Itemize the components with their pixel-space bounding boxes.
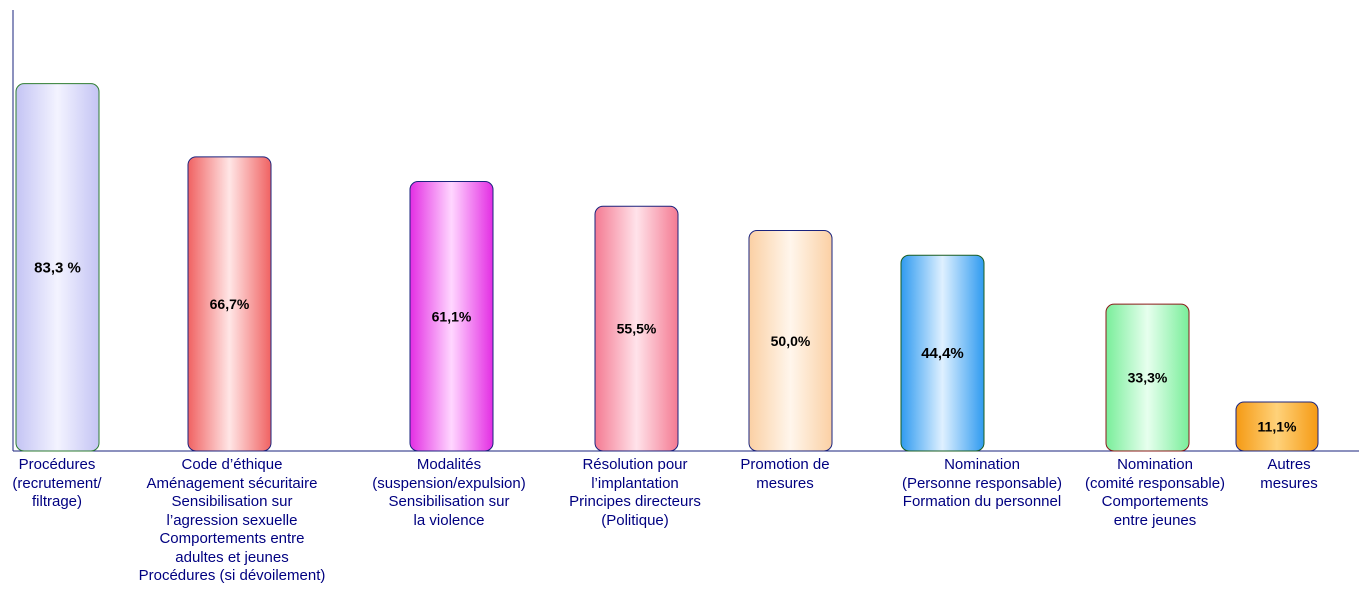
bar-1 <box>15 83 100 452</box>
category-label-7: Nomination (comité responsable) Comporteme… <box>1035 456 1275 530</box>
category-label-line: Résolution pour <box>582 456 688 473</box>
bar-5 <box>748 230 833 452</box>
category-label-line: Comportements <box>1101 493 1209 510</box>
bar-4 <box>594 205 679 452</box>
bar-7 <box>1105 303 1190 452</box>
category-label-line: Procédures (si dévoilement) <box>138 567 326 584</box>
category-label-line: Autres <box>1267 456 1311 473</box>
category-label-5: Promotion de mesures <box>665 456 905 493</box>
category-label-line: (comité responsable) <box>1084 474 1226 492</box>
category-label-line: (Personne responsable) <box>901 474 1063 492</box>
bar-2 <box>187 156 272 452</box>
value-label-2: 66,7% <box>210 296 250 312</box>
category-label-2: Code d’éthique Aménagement sécuritaire Sen… <box>112 456 352 586</box>
category-label-line: Procédures <box>18 456 96 473</box>
value-label-4: 55,5% <box>617 321 657 337</box>
category-label-1: Procédures (recrutement/filtrage) <box>0 456 177 512</box>
value-label-5: 50,0% <box>771 333 811 349</box>
category-label-line: Comportements entre <box>159 530 305 547</box>
category-label-line: Nomination <box>944 456 1020 473</box>
category-label-line: Code d’éthique <box>181 456 283 473</box>
category-label-6: Nomination (Personne responsable) Formatio… <box>862 456 1102 512</box>
category-label-line: l’implantation <box>591 474 679 492</box>
category-label-line: (Politique) <box>601 511 669 529</box>
category-label-4: Résolution pour l’implantation Principes d… <box>515 456 755 530</box>
category-label-line: Promotion de <box>740 456 830 473</box>
category-label-line: mesures <box>1260 474 1318 492</box>
category-label-line: (recrutement/ <box>12 474 102 492</box>
bar-3 <box>409 181 494 452</box>
category-label-line: l’agression sexuelle <box>166 511 298 529</box>
category-label-line: filtrage) <box>31 493 83 510</box>
value-label-7: 33,3% <box>1128 370 1168 386</box>
bar-6 <box>900 254 985 452</box>
category-label-line: Aménagement sécuritaire <box>146 474 318 492</box>
category-label-line: entre jeunes <box>1113 511 1197 529</box>
category-label-3: Modalités (suspension/expulsion) Sensibili… <box>329 456 569 530</box>
bar-series: 83,3 % 66,7% 61,1% 55,5% 50,0% 44,4% 33,3% 11,1… <box>15 83 1319 452</box>
category-label-line: Formation du personnel <box>902 493 1062 510</box>
value-label-3: 61,1% <box>432 308 472 324</box>
bar-8 <box>1235 401 1319 452</box>
value-label-1: 83,3 % <box>34 259 81 276</box>
category-label-line: la violence <box>413 511 485 529</box>
value-label-8: 11,1% <box>1258 419 1297 435</box>
category-label-line: mesures <box>756 474 814 492</box>
category-label-line: adultes et jeunes <box>175 548 289 566</box>
category-label-line: Sensibilisation sur <box>171 493 293 510</box>
category-label-8: Autres mesures <box>1169 456 1359 493</box>
category-label-line: (suspension/expulsion) <box>372 474 526 492</box>
value-label-6: 44,4% <box>921 345 964 362</box>
category-label-line: Sensibilisation sur <box>388 493 510 510</box>
category-label-line: Principes directeurs <box>569 493 701 510</box>
category-label-line: Modalités <box>416 456 482 473</box>
category-label-line: Nomination <box>1117 456 1193 473</box>
